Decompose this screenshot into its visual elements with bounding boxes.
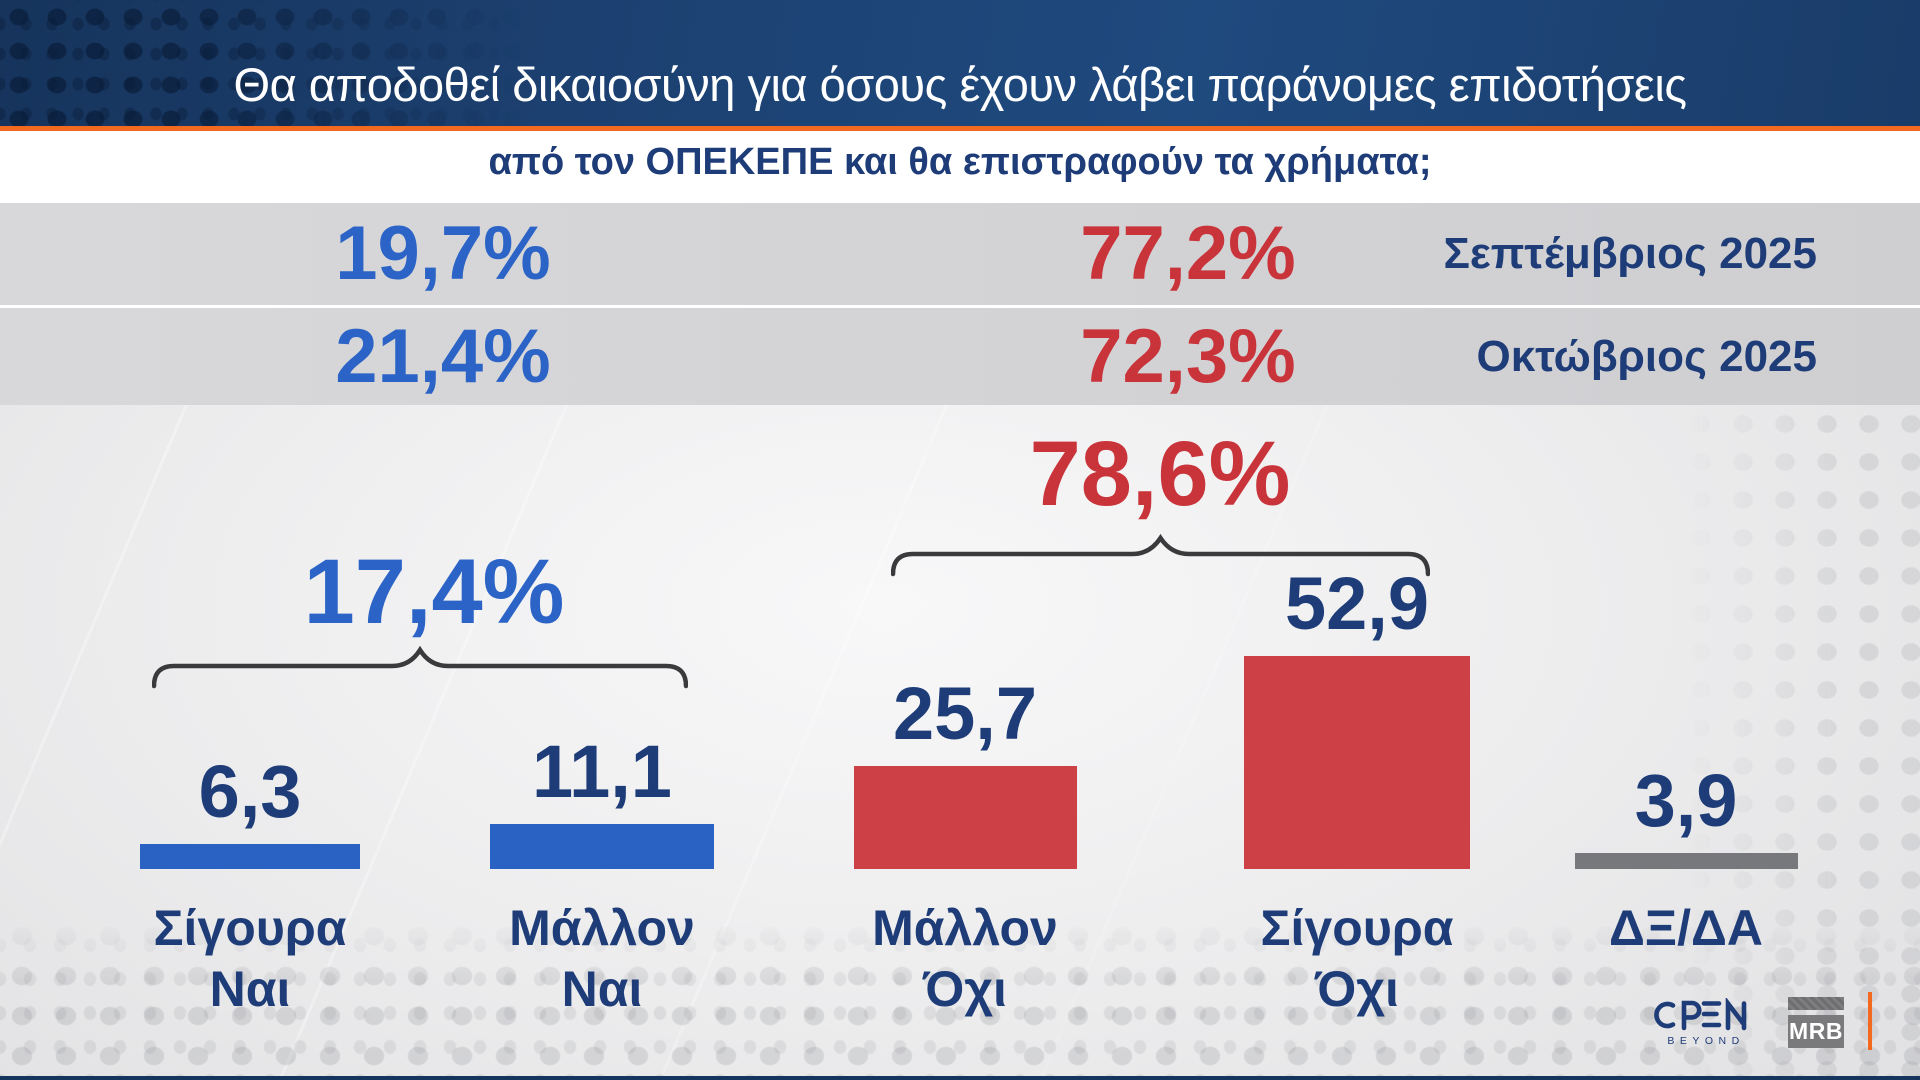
orange-tick-mark bbox=[1868, 992, 1872, 1050]
chart-area bbox=[0, 405, 1920, 1076]
bar-category-label: Σίγουρα Όχι bbox=[1260, 900, 1454, 1017]
bar-value-label: 3,9 bbox=[1634, 759, 1738, 842]
bar-Σίγουρα Ναι bbox=[140, 844, 360, 869]
bar-category-label: Σίγουρα Ναι bbox=[153, 900, 347, 1017]
mrb-logo: MRB bbox=[1788, 997, 1844, 1048]
open-tagline-text: BEYOND bbox=[1667, 1035, 1744, 1047]
history-no-value: 77,2% bbox=[1080, 211, 1296, 296]
bar-Σίγουρα Όχι bbox=[1244, 656, 1470, 869]
bar-value-label: 6,3 bbox=[198, 750, 302, 833]
bar-category-label: Μάλλον Ναι bbox=[509, 900, 695, 1017]
bar-value-label: 25,7 bbox=[892, 672, 1038, 755]
bar-category-label: ΔΞ/ΔΑ bbox=[1608, 900, 1764, 956]
bar-category-label: Μάλλον Όχι bbox=[872, 900, 1058, 1017]
no-group-total: 78,6% bbox=[1029, 423, 1291, 525]
bar-Μάλλον Όχι bbox=[853, 766, 1077, 869]
history-period-label: Οκτώβριος 2025 bbox=[1476, 331, 1817, 381]
background-streak-texture bbox=[0, 405, 1920, 1076]
history-row-october: 21,4% 72,3% Οκτώβριος 2025 bbox=[0, 308, 1920, 405]
history-yes-value: 21,4% bbox=[335, 313, 551, 399]
bottom-navy-rule bbox=[0, 1076, 1920, 1080]
bar-ΔΞ/ΔΑ bbox=[1574, 853, 1798, 869]
orange-divider bbox=[0, 126, 1920, 131]
mrb-logo-top-band bbox=[1788, 997, 1844, 1010]
mrb-logo-label: MRB bbox=[1788, 1015, 1844, 1048]
header-dot-texture bbox=[0, 0, 520, 126]
history-period-label: Σεπτέμβριος 2025 bbox=[1443, 229, 1817, 278]
bar-value-label: 52,9 bbox=[1284, 562, 1430, 645]
no-group-brace bbox=[891, 533, 1430, 577]
history-yes-value: 19,7% bbox=[335, 211, 551, 296]
yes-group-brace bbox=[152, 645, 688, 689]
background-speckle-texture-right bbox=[1680, 405, 1920, 1076]
background-speckle-texture bbox=[0, 916, 1920, 1076]
page-title: Θα αποδοθεί δικαιοσύνη για όσους έχουν λ… bbox=[233, 58, 1687, 111]
open-tv-logo: BEYOND bbox=[1654, 998, 1747, 1047]
history-no-value: 72,3% bbox=[1080, 313, 1296, 399]
bar-Μάλλον Ναι bbox=[490, 824, 714, 869]
header-band: Θα αποδοθεί δικαιοσύνη για όσους έχουν λ… bbox=[0, 0, 1920, 126]
history-row-september: 19,7% 77,2% Σεπτέμβριος 2025 bbox=[0, 203, 1920, 305]
bar-value-label: 11,1 bbox=[532, 730, 672, 813]
yes-group-total: 17,4% bbox=[303, 541, 565, 643]
page-subtitle: από τον ΟΠΕΚΕΠΕ και θα επιστραφούν τα χρ… bbox=[488, 141, 1432, 183]
subtitle-strip: από τον ΟΠΕΚΕΠΕ και θα επιστραφούν τα χρ… bbox=[0, 131, 1920, 203]
